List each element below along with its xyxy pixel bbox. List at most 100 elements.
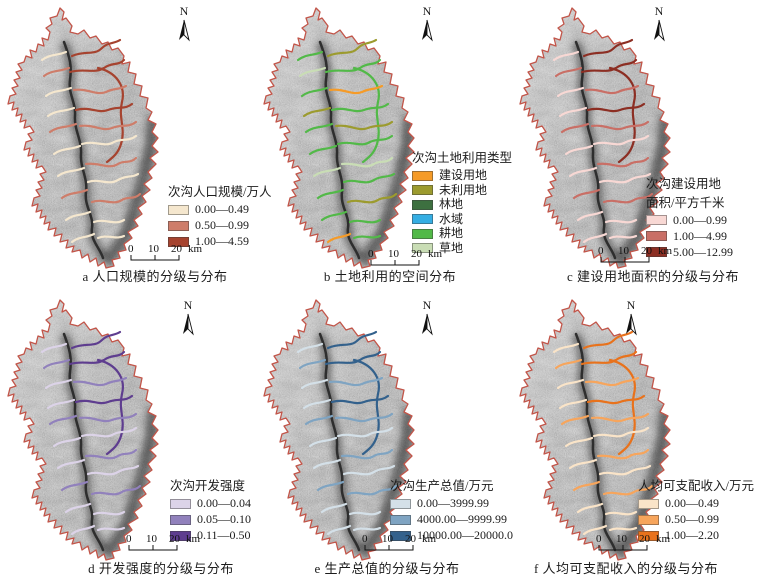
legend-swatch bbox=[638, 514, 659, 525]
legend-swatch bbox=[170, 530, 191, 541]
legend-swatch bbox=[638, 498, 659, 509]
legend-swatch bbox=[412, 228, 433, 239]
legend-item: 林地 bbox=[412, 197, 512, 212]
north-arrow-icon bbox=[422, 19, 433, 42]
svg-text:10: 10 bbox=[388, 248, 400, 260]
north-arrow: N bbox=[418, 5, 436, 46]
svg-text:km: km bbox=[428, 248, 443, 260]
panel-caption: a 人口规模的分级与分布 bbox=[82, 269, 228, 284]
legend-label: 0.05—0.10 bbox=[197, 512, 251, 527]
legend-swatch bbox=[390, 514, 411, 525]
north-arrow: N bbox=[622, 299, 640, 340]
legend-swatch bbox=[412, 185, 433, 196]
north-arrow-icon bbox=[626, 313, 637, 336]
svg-text:km: km bbox=[186, 533, 201, 545]
legend-swatch bbox=[412, 170, 433, 181]
legend-item: 0.50—0.99 bbox=[168, 218, 271, 233]
legend-swatch bbox=[168, 204, 189, 215]
scale-bar: 0 10 20 km bbox=[368, 248, 448, 273]
basin-map bbox=[519, 7, 671, 269]
legend-swatch bbox=[412, 214, 433, 225]
panel-f: N 人均可支配收入/万元 0.00—0.49 0.50—0.99 1.00—2.… bbox=[512, 292, 768, 584]
legend-item: 1.00—4.59 bbox=[168, 234, 271, 249]
legend-item: 5.00—12.99 bbox=[646, 244, 733, 259]
main-river bbox=[318, 40, 361, 260]
svg-text:20: 20 bbox=[641, 245, 653, 257]
scale-bar: 0 10 20 km bbox=[598, 245, 678, 270]
legend-swatch bbox=[390, 498, 411, 509]
basin-map bbox=[263, 7, 415, 269]
svg-text:10: 10 bbox=[148, 243, 160, 255]
legend-item: 0.05—0.10 bbox=[170, 512, 251, 527]
legend: 次沟建设用地 面积/平方千米 0.00—0.99 1.00—4.99 5.00—… bbox=[646, 177, 733, 262]
north-arrow-icon bbox=[654, 19, 665, 42]
gully-streams bbox=[40, 38, 142, 244]
legend: 次沟土地利用类型 建设用地 未利用地 林地 水域 耕地 草地 bbox=[412, 151, 512, 257]
svg-text:20: 20 bbox=[411, 248, 423, 260]
main-river bbox=[62, 40, 105, 260]
legend: 次沟开发强度 0.00—0.04 0.05—0.10 0.11—0.50 bbox=[170, 479, 251, 546]
legend-swatch bbox=[638, 530, 659, 541]
legend-item: 0.00—0.49 bbox=[168, 202, 271, 216]
legend-item: 0.00—0.49 bbox=[638, 496, 754, 510]
gully-streams bbox=[296, 38, 398, 244]
north-arrow: N bbox=[175, 5, 193, 46]
legend-item: 4000.00—9999.99 bbox=[390, 512, 513, 527]
panel-caption: e 生产总值的分级与分布 bbox=[314, 561, 460, 576]
panel-c: N 次沟建设用地 面积/平方千米 0.00—0.99 1.00—4.99 5.0… bbox=[512, 0, 768, 292]
scale-bar: 0 10 20 km bbox=[596, 533, 676, 558]
legend-label: 5.00—12.99 bbox=[673, 244, 733, 259]
legend-label: 0.00—3999.99 bbox=[417, 496, 489, 511]
svg-text:10: 10 bbox=[146, 533, 158, 545]
svg-text:km: km bbox=[422, 533, 437, 545]
legend-label: 1.00—4.59 bbox=[195, 234, 249, 249]
legend-item: 耕地 bbox=[412, 226, 512, 241]
north-arrow: N bbox=[418, 299, 436, 340]
legend-item: 0.00—3999.99 bbox=[390, 496, 513, 511]
north-label: N bbox=[654, 4, 664, 18]
svg-text:km: km bbox=[188, 243, 203, 255]
svg-text:0: 0 bbox=[598, 245, 604, 257]
legend-swatch bbox=[170, 514, 191, 525]
north-label: N bbox=[422, 298, 432, 312]
north-arrow: N bbox=[179, 299, 197, 340]
svg-text:10: 10 bbox=[382, 533, 394, 545]
legend-item: 0.00—0.99 bbox=[646, 213, 733, 227]
north-arrow-icon bbox=[183, 313, 194, 336]
legend-title: 次沟生产总值/万元 bbox=[390, 479, 494, 493]
legend-label: 林地 bbox=[439, 197, 464, 212]
legend-label: 建设用地 bbox=[439, 168, 488, 183]
legend-item: 10000.00—20000.0 bbox=[390, 528, 513, 542]
legend-title: 人均可支配收入/万元 bbox=[638, 479, 754, 493]
legend-label: 0.50—0.99 bbox=[195, 218, 249, 233]
legend-item: 水域 bbox=[412, 211, 512, 226]
north-arrow-icon bbox=[422, 313, 433, 336]
main-river bbox=[318, 332, 361, 552]
panel-d: N 次沟开发强度 0.00—0.04 0.05—0.10 0.11—0.50 0… bbox=[0, 292, 256, 584]
legend-swatch bbox=[168, 236, 189, 247]
legend-item: 0.11—0.50 bbox=[170, 528, 251, 542]
main-river bbox=[62, 332, 105, 552]
legend-item: 未利用地 bbox=[412, 183, 512, 197]
gully-streams bbox=[552, 38, 654, 244]
watershed-boundary bbox=[263, 7, 415, 269]
north-label: N bbox=[183, 298, 193, 312]
svg-text:20: 20 bbox=[405, 533, 417, 545]
basin-map bbox=[7, 299, 159, 561]
basin-map bbox=[263, 299, 415, 561]
legend-swatch bbox=[646, 247, 667, 258]
legend-label: 4000.00—9999.99 bbox=[417, 512, 507, 527]
svg-text:10: 10 bbox=[616, 533, 628, 545]
legend-label: 水域 bbox=[439, 211, 464, 226]
legend-label: 0.50—0.99 bbox=[665, 512, 719, 527]
legend-item: 建设用地 bbox=[412, 168, 512, 183]
legend-title: 次沟开发强度 bbox=[170, 479, 246, 493]
legend-swatch bbox=[168, 220, 189, 231]
legend-label: 1.00—4.99 bbox=[673, 228, 727, 243]
legend-title-line2: 面积/平方千米 bbox=[646, 195, 725, 210]
panel-caption: f 人均可支配收入的分级与分布 bbox=[533, 561, 719, 576]
legend-label: 耕地 bbox=[439, 226, 464, 241]
svg-text:0: 0 bbox=[128, 243, 134, 255]
legend-title: 次沟人口规模/万人 bbox=[168, 185, 272, 199]
